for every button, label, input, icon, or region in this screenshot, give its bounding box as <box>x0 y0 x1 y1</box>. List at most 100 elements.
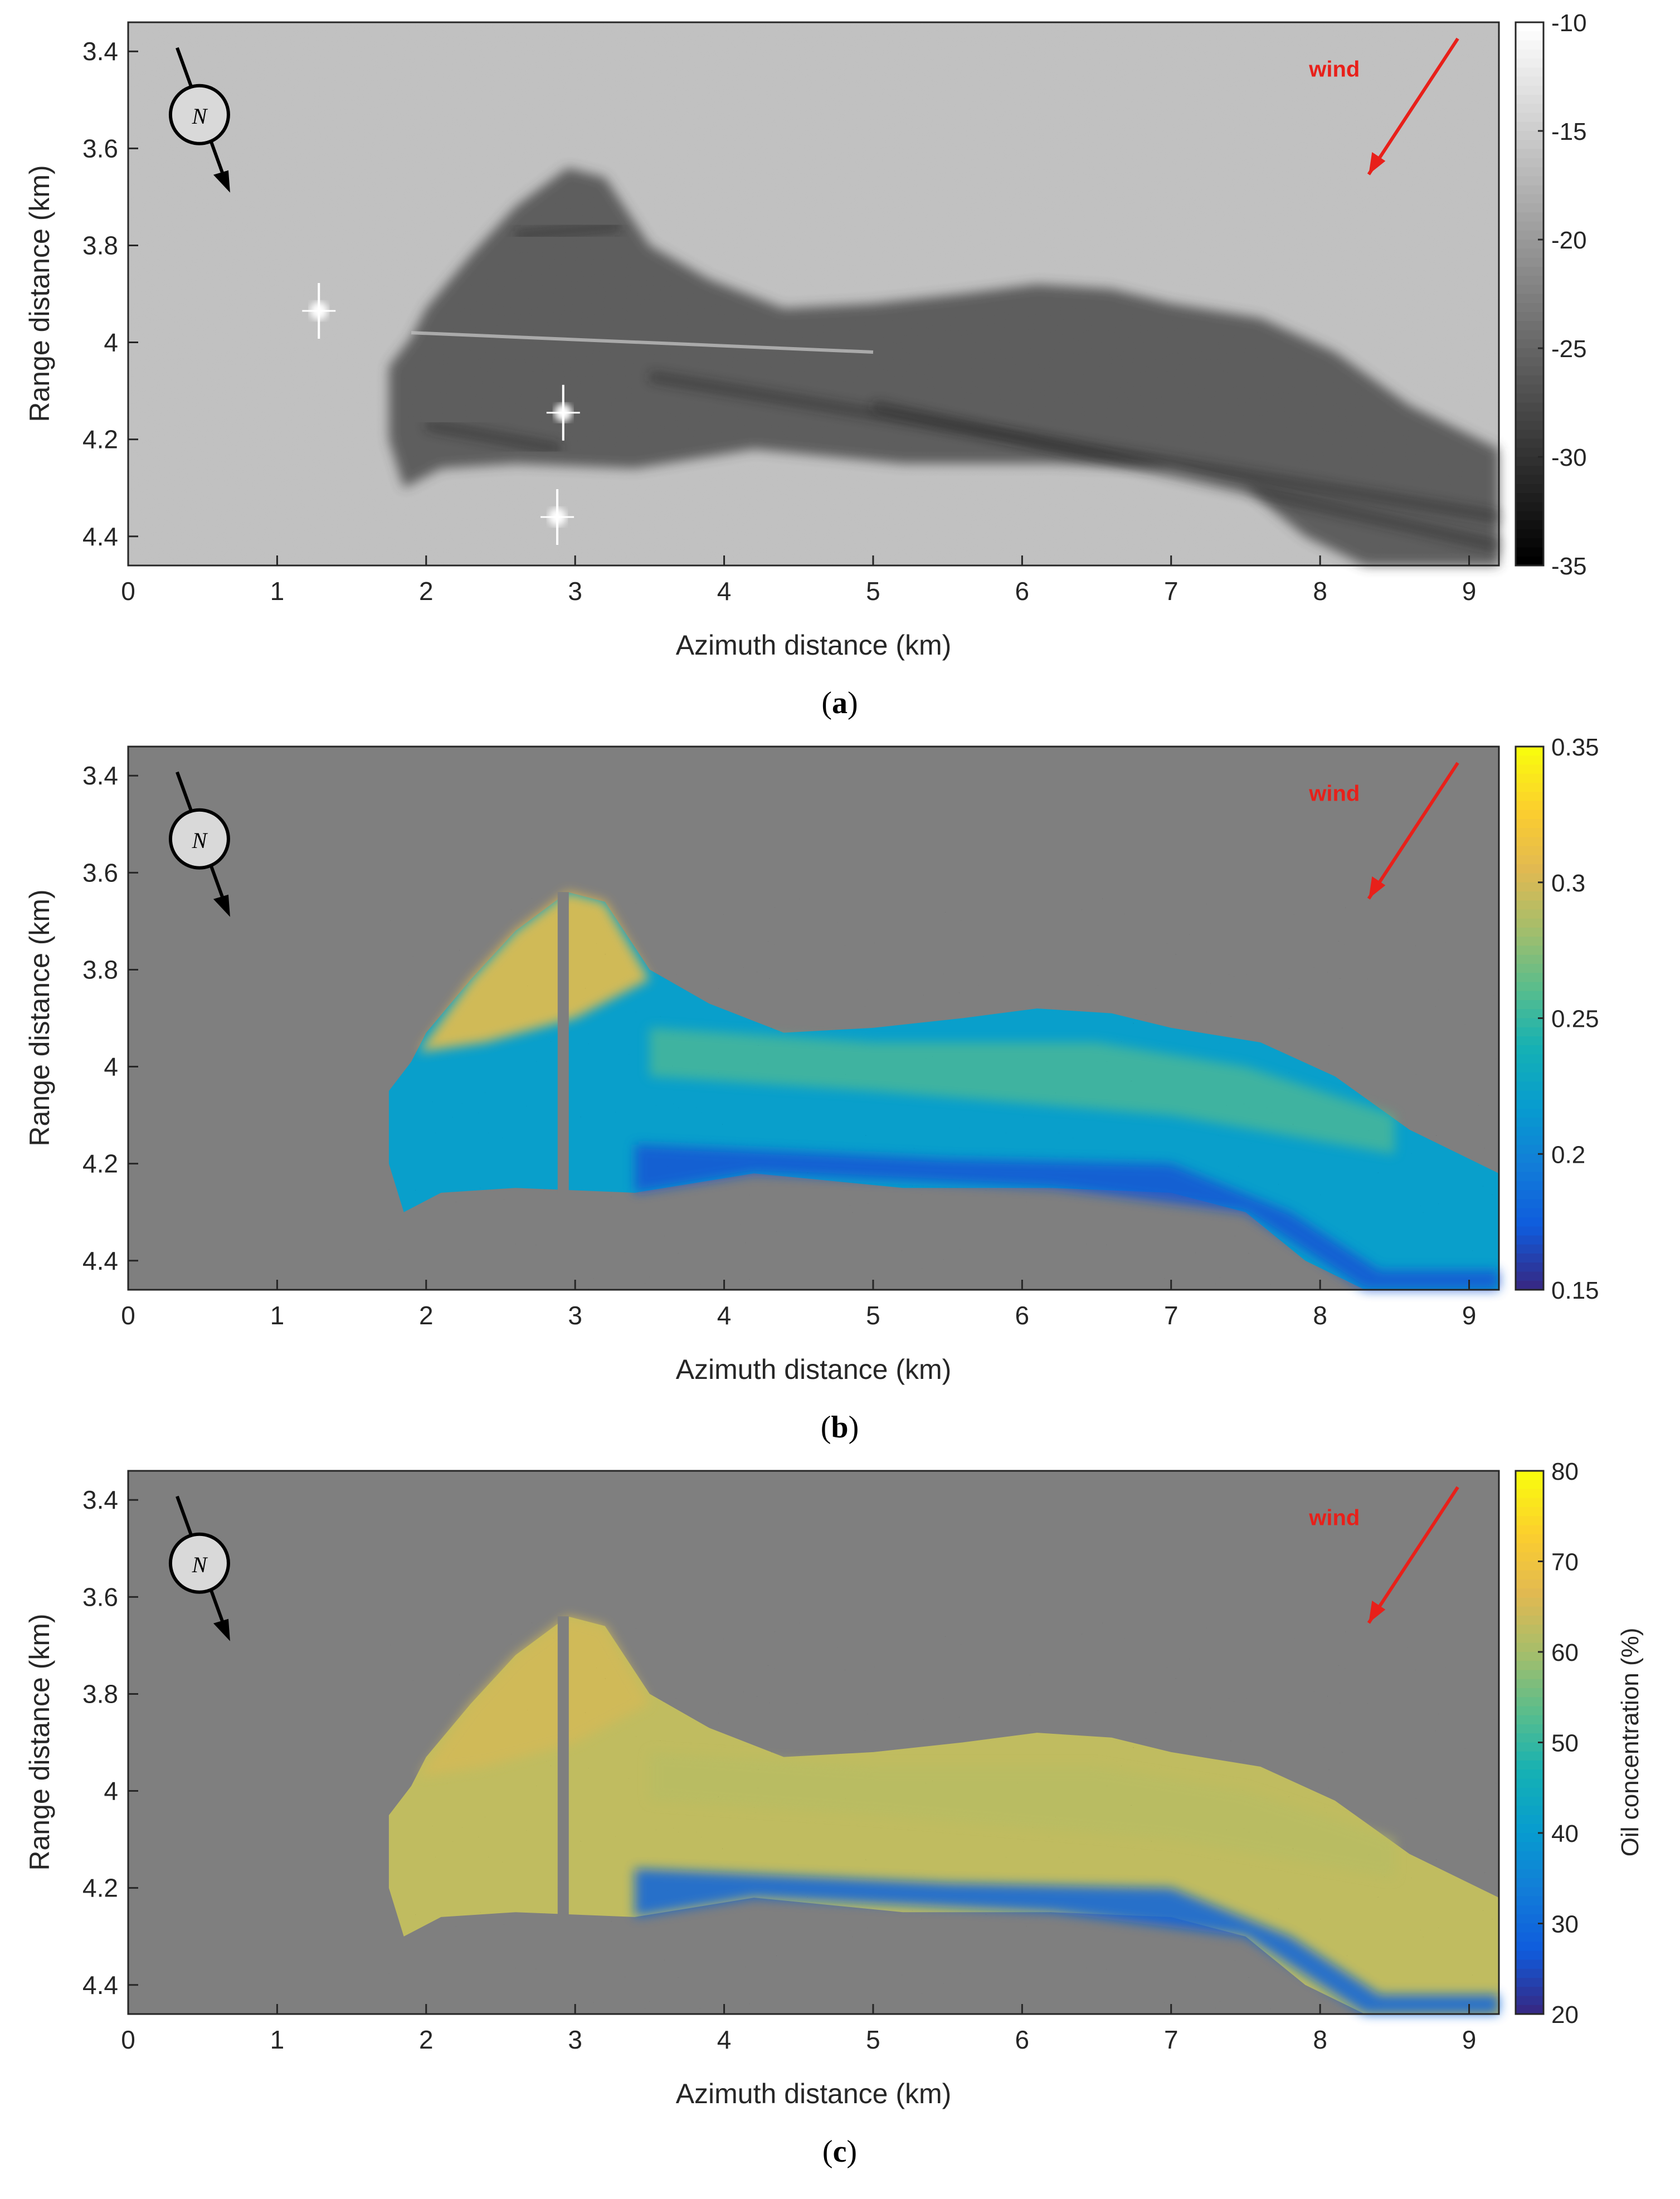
colorbar-segment <box>1516 475 1543 485</box>
colorbar-segment <box>1516 1652 1543 1662</box>
colorbar-segment <box>1516 1507 1543 1517</box>
colorbar-segment <box>1516 1833 1543 1843</box>
colorbar-segment <box>1516 1090 1543 1100</box>
colorbar-segment <box>1516 230 1543 240</box>
y-tick-label: 3.4 <box>82 1485 118 1514</box>
colorbar-segment <box>1516 529 1543 539</box>
north-arrow-head <box>213 170 230 193</box>
colorbar-segment <box>1516 40 1543 50</box>
x-tick-label: 3 <box>568 1301 582 1330</box>
y-tick-label: 3.8 <box>82 1679 118 1708</box>
colorbar-segment <box>1516 1199 1543 1209</box>
colorbar-segment <box>1516 1761 1543 1771</box>
x-tick-label: 7 <box>1164 2025 1179 2054</box>
colorbar-segment <box>1516 1923 1543 1933</box>
colorbar-segment <box>1516 1217 1543 1227</box>
y-axis-label-b: Range distance (km) <box>24 889 55 1146</box>
colorbar-segment <box>1516 1135 1543 1145</box>
x-tick-label: 0 <box>121 1301 135 1330</box>
colorbar-segment <box>1516 1543 1543 1553</box>
colorbar-segment <box>1516 1235 1543 1245</box>
x-tick-label: 4 <box>717 577 732 606</box>
slick-streak <box>515 221 621 241</box>
colorbar-segment <box>1516 918 1543 928</box>
north-label: N <box>192 828 208 853</box>
wind-arrow-shaft <box>1367 1486 1459 1624</box>
colorbar-segment <box>1516 167 1543 177</box>
colorbar-segment <box>1516 384 1543 394</box>
x-tick-label: 1 <box>270 2025 285 2054</box>
colorbar-segment <box>1516 2005 1543 2015</box>
colorbar-segment <box>1516 891 1543 901</box>
colorbar-tick-label: 50 <box>1551 1730 1579 1757</box>
colorbar-segment <box>1516 1905 1543 1915</box>
wind-label: wind <box>1308 57 1360 82</box>
wind-arrow-shaft <box>1367 37 1459 175</box>
wind-indicator-a: wind <box>1308 37 1459 175</box>
colorbar-segment <box>1516 1697 1543 1707</box>
colorbar-segment <box>1516 1959 1543 1969</box>
colorbar-tick-label: 0.2 <box>1551 1141 1585 1168</box>
colorbar-segment <box>1516 1254 1543 1264</box>
colorbar-segment <box>1516 1842 1543 1852</box>
colorbar-segment <box>1516 257 1543 267</box>
colorbar-segment <box>1516 1471 1543 1481</box>
colorbar-segment <box>1516 882 1543 892</box>
colorbar-segment <box>1516 792 1543 802</box>
colorbar-segment <box>1516 366 1543 376</box>
plot-frame-c <box>127 1470 1500 2015</box>
colorbar-segment <box>1516 1625 1543 1635</box>
colorbar-segment <box>1516 982 1543 992</box>
masked-strip <box>557 1616 569 1917</box>
colorbar-segment <box>1516 1534 1543 1544</box>
plot-frame-b <box>127 745 1500 1291</box>
colorbar-tick-label: 70 <box>1551 1549 1579 1576</box>
x-tick-label: 6 <box>1015 2025 1030 2054</box>
compass-a: N <box>168 47 230 193</box>
colorbar-tick-label: 0.35 <box>1551 734 1599 761</box>
caption-c: (c) <box>822 2134 857 2169</box>
colorbar-segment <box>1516 928 1543 938</box>
colorbar-segment <box>1516 1914 1543 1924</box>
y-tick-label: 4.2 <box>82 1874 118 1903</box>
compass-c: N <box>168 1495 230 1641</box>
colorbar-segment <box>1516 991 1543 1001</box>
colorbar-segment <box>1516 1715 1543 1725</box>
colorbar-segment <box>1516 1172 1543 1182</box>
colorbar-tick-label: -15 <box>1551 118 1587 145</box>
y-tick-label: 3.8 <box>82 955 118 984</box>
colorbar-segment <box>1516 104 1543 114</box>
colorbar-segment <box>1516 1616 1543 1626</box>
colorbar-segment <box>1516 1706 1543 1716</box>
colorbar-segment <box>1516 1996 1543 2006</box>
x-tick-label: 1 <box>270 577 285 606</box>
colorbar-segment <box>1516 221 1543 231</box>
x-axis-c: 0 1 2 3 4 5 6 7 8 9 <box>121 2004 1476 2054</box>
colorbar-segment <box>1516 1552 1543 1562</box>
compass-b: N <box>168 771 230 917</box>
colorbar-tick-label: -10 <box>1551 9 1587 37</box>
y-axis-label-c: Range distance (km) <box>24 1613 55 1870</box>
colorbar-segment <box>1516 837 1543 847</box>
y-tick-label: 3.4 <box>82 761 118 790</box>
colorbar-segment <box>1516 1480 1543 1490</box>
caption-a: (a) <box>821 686 858 720</box>
colorbar-segment <box>1516 149 1543 159</box>
x-tick-label: 3 <box>568 577 582 606</box>
y-tick-label: 4 <box>104 1777 118 1806</box>
wind-arrow-head <box>1369 152 1386 174</box>
colorbar-segment <box>1516 158 1543 168</box>
x-tick-label: 1 <box>270 1301 285 1330</box>
colorbar-segment <box>1516 747 1543 757</box>
wind-label: wind <box>1308 782 1360 806</box>
y-tick-label: 3.4 <box>82 37 118 66</box>
colorbar-frame <box>1515 21 1545 567</box>
y-tick-label: 4.2 <box>82 425 118 454</box>
colorbar-segment <box>1516 1118 1543 1128</box>
colorbar-segment <box>1516 339 1543 349</box>
colorbar-segment <box>1516 945 1543 955</box>
colorbar-segment <box>1516 1525 1543 1535</box>
y-axis-a: 3.4 3.6 3.8 4 4.2 4.4 <box>82 37 138 551</box>
colorbar-segment <box>1516 140 1543 150</box>
